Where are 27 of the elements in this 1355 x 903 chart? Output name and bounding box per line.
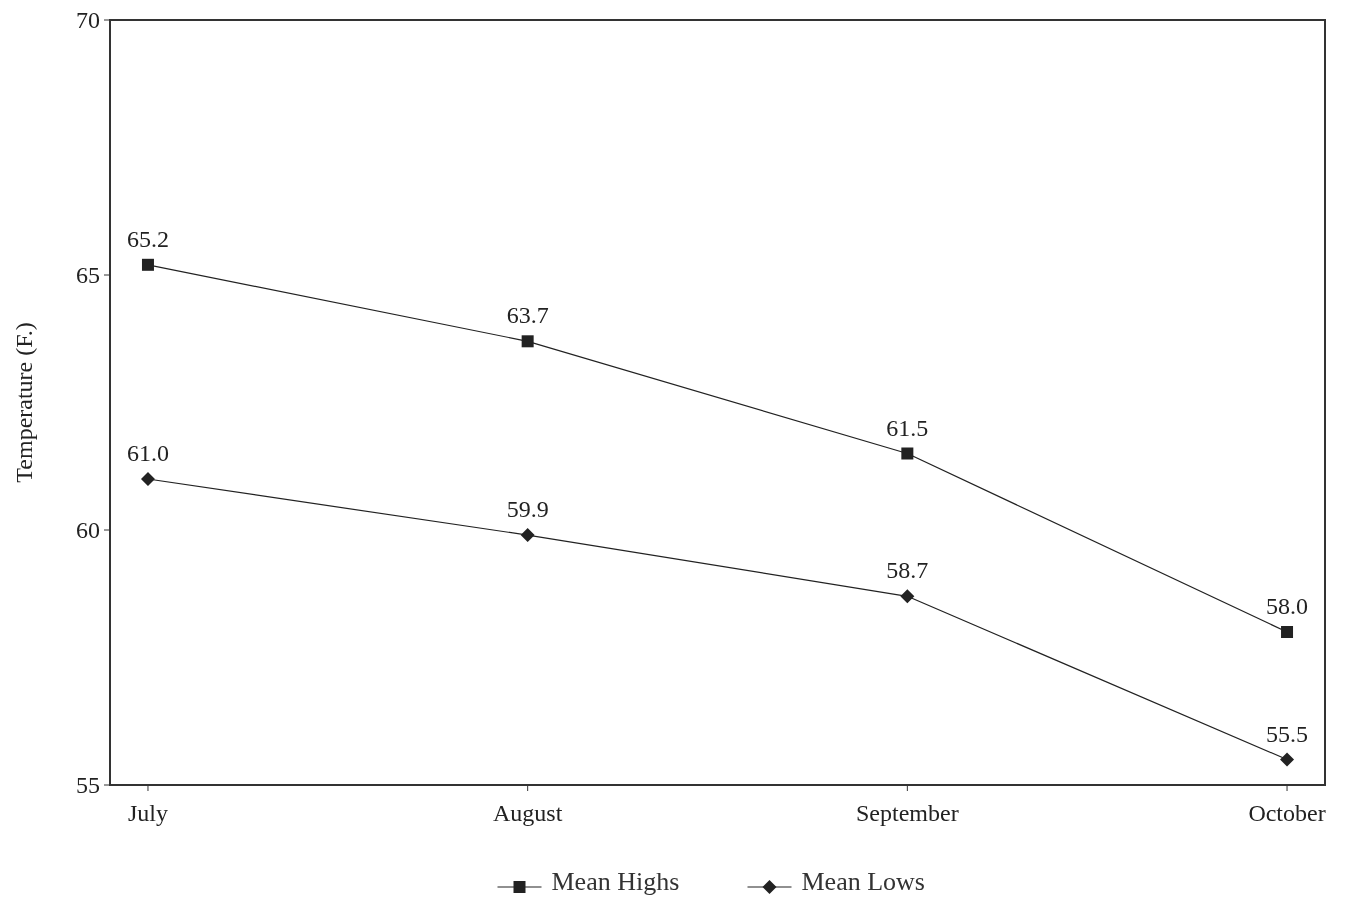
point [901,447,914,460]
point [521,335,534,348]
legend-label: Mean Lows [801,867,925,897]
x-tick-label: October [1248,800,1326,826]
y-tick-label: 55 [76,772,100,799]
point [140,472,155,486]
data-label: 61.0 [126,440,169,466]
x-tick-label: July [127,800,168,826]
data-label: 55.5 [1266,720,1309,747]
data-label: 58.0 [1266,593,1309,619]
data-label: 65.2 [126,225,169,252]
data-label: 61.5 [886,414,929,441]
y-tick-label: 65 [76,262,100,289]
point [141,258,154,271]
y-axis-title: Temperature (F.) [11,322,37,483]
point [900,589,915,604]
point [1281,626,1294,638]
point [1280,752,1295,767]
y-tick-label: 60 [76,517,100,544]
point [520,528,535,543]
data-label: 59.9 [506,496,549,523]
data-label: 58.7 [886,557,929,584]
y-tick-label: 70 [76,7,100,34]
x-tick-label: September [856,800,959,826]
data-label: 63.7 [506,302,549,329]
legend-label: Mean Highs [551,867,680,897]
x-tick-label: August [492,800,563,826]
